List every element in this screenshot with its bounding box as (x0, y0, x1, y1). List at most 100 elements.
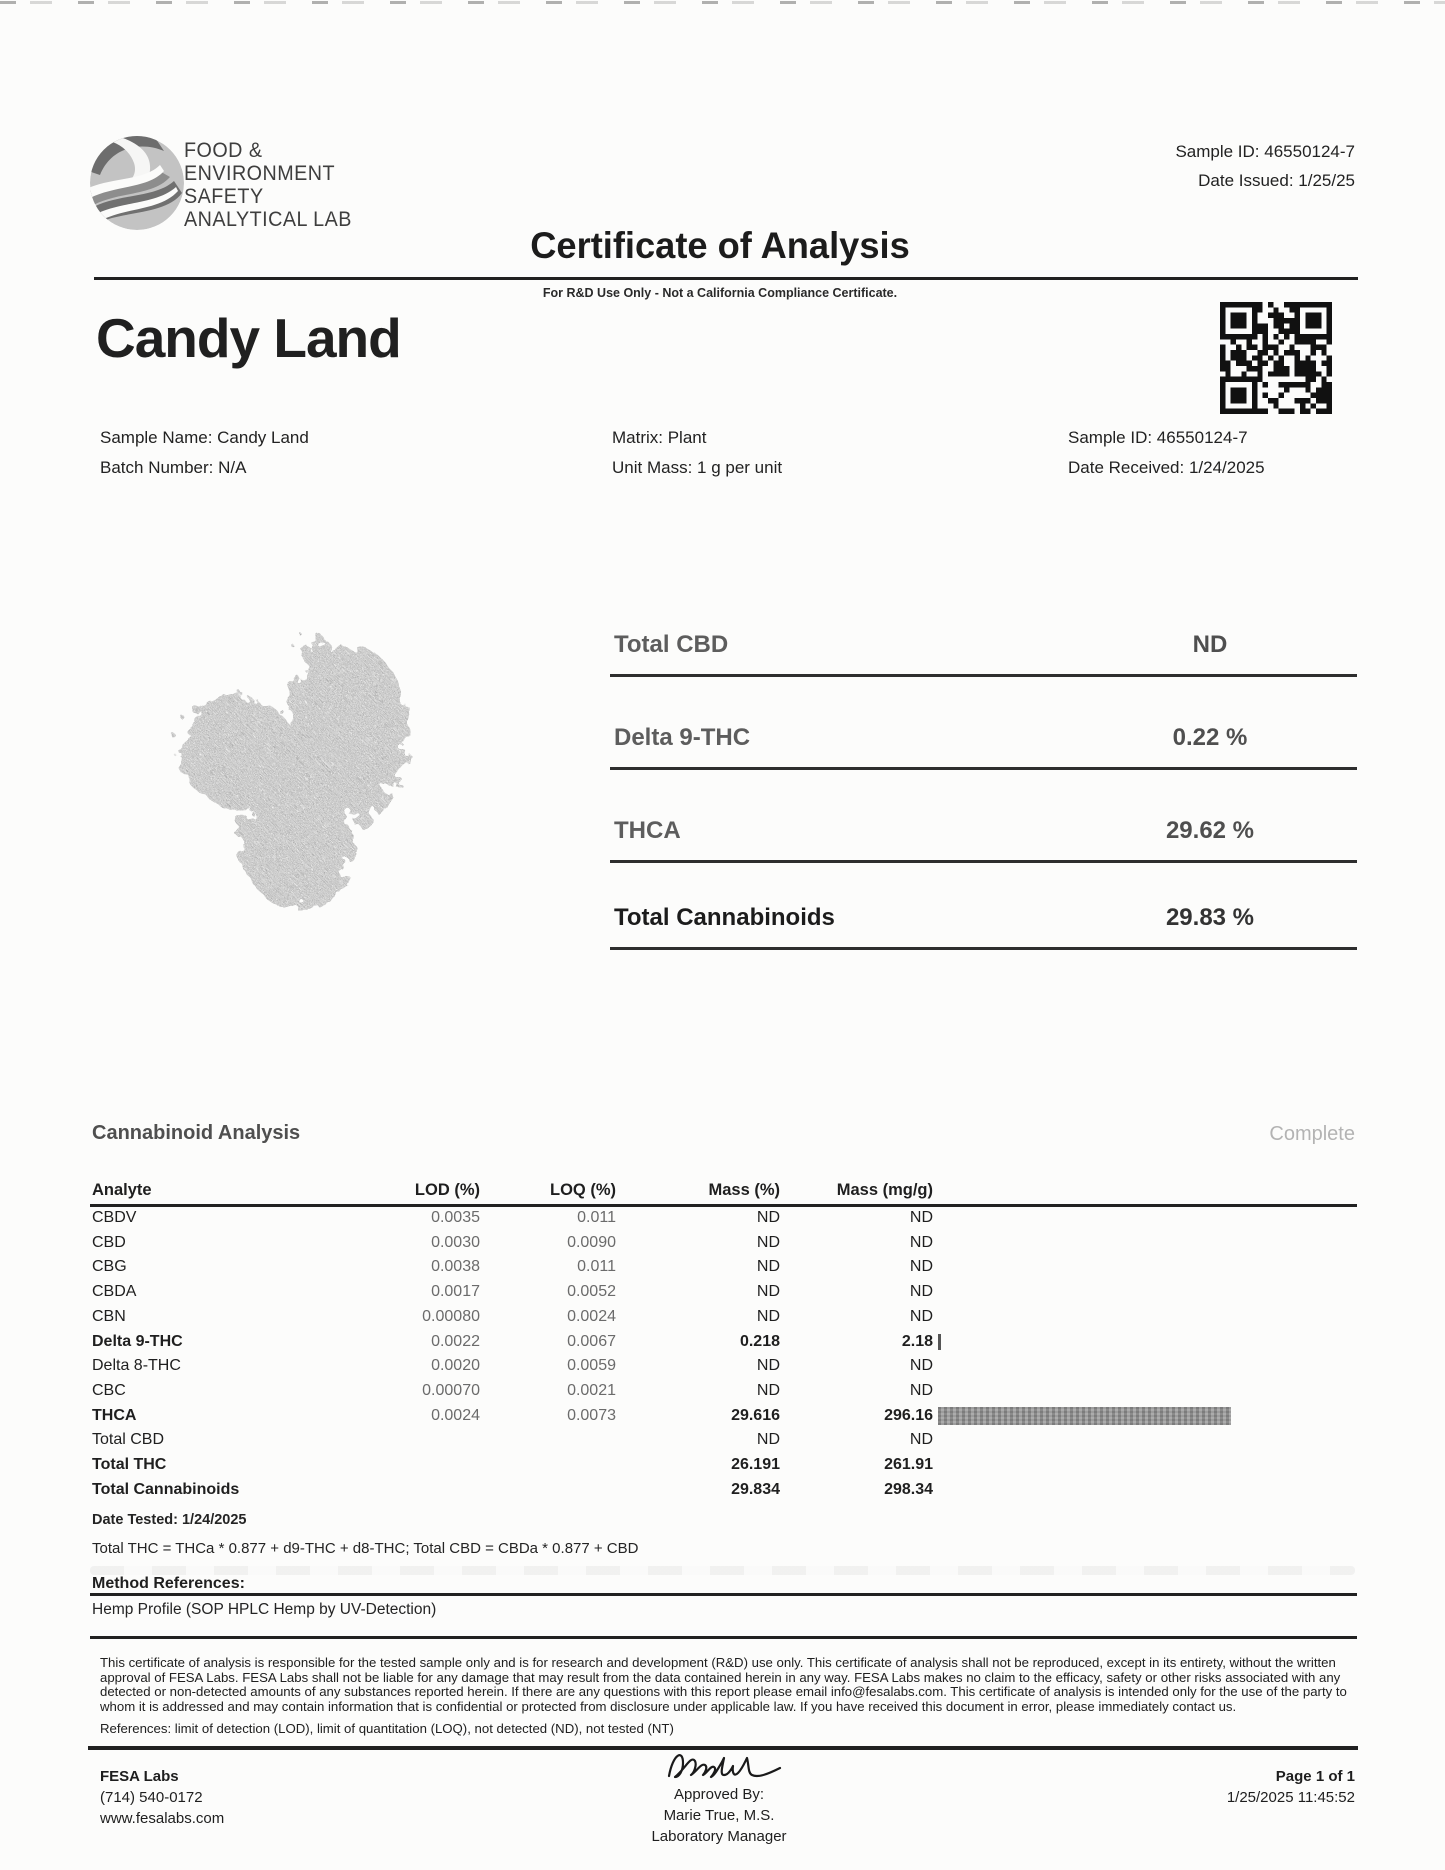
cell-analyte: CBG (92, 1258, 127, 1276)
cell-mass-mgg: ND (909, 1357, 933, 1375)
cell-lod: 0.0024 (431, 1406, 480, 1424)
analysis-row: Total CBD ND ND (90, 1428, 1357, 1452)
cell-mass-pct: ND (756, 1233, 780, 1251)
cell-mass-pct: 26.191 (731, 1456, 780, 1473)
footer-website[interactable]: www.fesalabs.com (100, 1810, 225, 1827)
cell-analyte: Delta 8-THC (92, 1357, 181, 1375)
analysis-row: Delta 8-THC 0.0020 0.0059 ND ND (90, 1354, 1357, 1378)
summary-value: 0.22 % (1172, 724, 1248, 751)
cell-mass-mgg: ND (909, 1307, 933, 1325)
method-rule-top (90, 1593, 1357, 1596)
cell-analyte: THCA (92, 1406, 137, 1424)
header-sample-id: Sample ID: 46550124-7 (1175, 142, 1355, 161)
analysis-row: Total Cannabinoids 29.834 298.34 (90, 1478, 1357, 1502)
summary-row: Total CBD ND (610, 599, 1357, 677)
summary-row: THCA 29.62 % (610, 785, 1357, 863)
cell-mass-mgg: 298.34 (884, 1480, 933, 1498)
cell-analyte: Total Cannabinoids (92, 1480, 240, 1498)
scan-artifact-band (90, 1566, 1355, 1575)
footer-page-number: Page 1 of 1 (1275, 1768, 1355, 1785)
section-status-badge: Complete (1269, 1123, 1355, 1145)
cell-lod: 0.00080 (422, 1307, 480, 1325)
cell-lod: 0.00070 (422, 1381, 480, 1399)
sample-name-field: Sample Name: Candy Land (100, 428, 309, 447)
summary-label: Total Cannabinoids (614, 904, 835, 931)
cell-mass-pct: ND (756, 1209, 780, 1226)
cell-lod: 0.0035 (431, 1209, 480, 1226)
sample-id-field: Sample ID: 46550124-7 (1068, 428, 1248, 447)
cell-lod: 0.0017 (431, 1283, 480, 1301)
cell-mass-pct: 29.616 (731, 1406, 780, 1424)
cell-loq: 0.0059 (567, 1357, 616, 1375)
page-subtitle: For R&D Use Only - Not a California Comp… (542, 286, 898, 300)
col-lod: LOD (%) (414, 1181, 480, 1199)
approver-name: Marie True, M.S. (663, 1807, 775, 1824)
cell-mass-pct: ND (756, 1381, 780, 1399)
cell-mass-mgg: 261.91 (884, 1456, 933, 1473)
footer-approval-block: Approved By: Marie True, M.S. Laboratory… (543, 1784, 895, 1847)
scan-artifact-top (0, 1, 1445, 4)
section-title-cannabinoid-analysis: Cannabinoid Analysis (92, 1122, 301, 1144)
header-sample-meta: Sample ID: 46550124-7 Date Issued: 1/25/… (1175, 137, 1355, 195)
analysis-row: CBG 0.0038 0.011 ND ND (90, 1255, 1357, 1279)
method-reference-value: Hemp Profile (SOP HPLC Hemp by UV-Detect… (92, 1601, 437, 1618)
approver-title: Laboratory Manager (651, 1828, 787, 1845)
matrix-field: Matrix: Plant (612, 428, 707, 447)
col-analyte: Analyte (92, 1181, 152, 1199)
cell-loq: 0.0052 (567, 1283, 616, 1301)
cell-analyte: CBC (92, 1381, 126, 1399)
analysis-row: CBD 0.0030 0.0090 ND ND (90, 1231, 1357, 1255)
analysis-row: CBC 0.00070 0.0021 ND ND (90, 1379, 1357, 1403)
footer-page-block: Page 1 of 1 1/25/2025 11:45:52 (1227, 1766, 1355, 1808)
col-mass-mgg: Mass (mg/g) (836, 1181, 933, 1199)
total-thc-formula: Total THC = THCa * 0.877 + d9-THC + d8-T… (92, 1540, 639, 1557)
cell-lod: 0.0030 (431, 1233, 480, 1251)
sample-info-left: Sample Name: Candy Land Batch Number: N/… (100, 423, 309, 483)
lab-logo (90, 136, 184, 230)
cell-mass-pct: ND (756, 1431, 780, 1449)
analysis-row: Delta 9-THC 0.0022 0.0067 0.218 2.18 (90, 1330, 1357, 1354)
page-title: Certificate of Analysis (530, 225, 910, 266)
date-received-field: Date Received: 1/24/2025 (1068, 458, 1265, 477)
summary-value: 29.62 % (1165, 817, 1255, 844)
approver-signature (667, 1754, 782, 1779)
summary-label: Total CBD (614, 631, 729, 658)
cell-mass-mgg: 2.18 (901, 1332, 933, 1350)
footer-rule (88, 1746, 1358, 1750)
footer-phone: (714) 540-0172 (100, 1789, 203, 1806)
summary-row: Total Cannabinoids 29.83 % (610, 872, 1357, 950)
date-tested-note: Date Tested: 1/24/2025 (92, 1512, 247, 1528)
summary-row: Delta 9-THC 0.22 % (610, 692, 1357, 770)
analysis-row: CBN 0.00080 0.0024 ND ND (90, 1305, 1357, 1329)
summary-label: Delta 9-THC (614, 724, 751, 751)
unit-mass-field: Unit Mass: 1 g per unit (612, 458, 783, 477)
footer-lab-name: FESA Labs (100, 1768, 179, 1785)
cell-mass-mgg: 296.16 (884, 1406, 933, 1424)
col-mass-pct: Mass (%) (708, 1181, 780, 1199)
cell-analyte: CBN (92, 1307, 126, 1325)
footer-timestamp: 1/25/2025 11:45:52 (1226, 1789, 1355, 1806)
mass-bar (938, 1333, 941, 1350)
summary-label: THCA (614, 817, 681, 844)
cell-mass-mgg: ND (909, 1209, 933, 1226)
sample-info-right: Sample ID: 46550124-7 Date Received: 1/2… (1068, 423, 1265, 483)
analysis-row: Total THC 26.191 261.91 (90, 1453, 1357, 1477)
mass-bar (938, 1406, 1232, 1425)
summary-value: ND (1192, 631, 1228, 658)
cell-loq: 0.0021 (567, 1381, 616, 1399)
col-loq: LOQ (%) (550, 1181, 616, 1199)
cell-mass-pct: 29.834 (731, 1480, 780, 1498)
logo-line: FOOD & (184, 139, 263, 162)
cell-mass-mgg: ND (909, 1431, 933, 1449)
references-note: References: limit of detection (LOD), li… (100, 1721, 674, 1736)
analysis-row: CBDA 0.0017 0.0052 ND ND (90, 1280, 1357, 1304)
footer-lab-block: FESA Labs (714) 540-0172 www.fesalabs.co… (100, 1766, 224, 1829)
cell-lod: 0.0022 (431, 1332, 480, 1350)
analysis-row: CBDV 0.0035 0.011 ND ND (90, 1206, 1357, 1230)
analysis-header-rule (90, 1204, 1357, 1207)
cell-mass-pct: ND (756, 1283, 780, 1301)
cell-analyte: Delta 9-THC (92, 1332, 183, 1350)
cell-analyte: CBDV (92, 1209, 137, 1226)
cell-mass-pct: 0.218 (739, 1332, 780, 1350)
